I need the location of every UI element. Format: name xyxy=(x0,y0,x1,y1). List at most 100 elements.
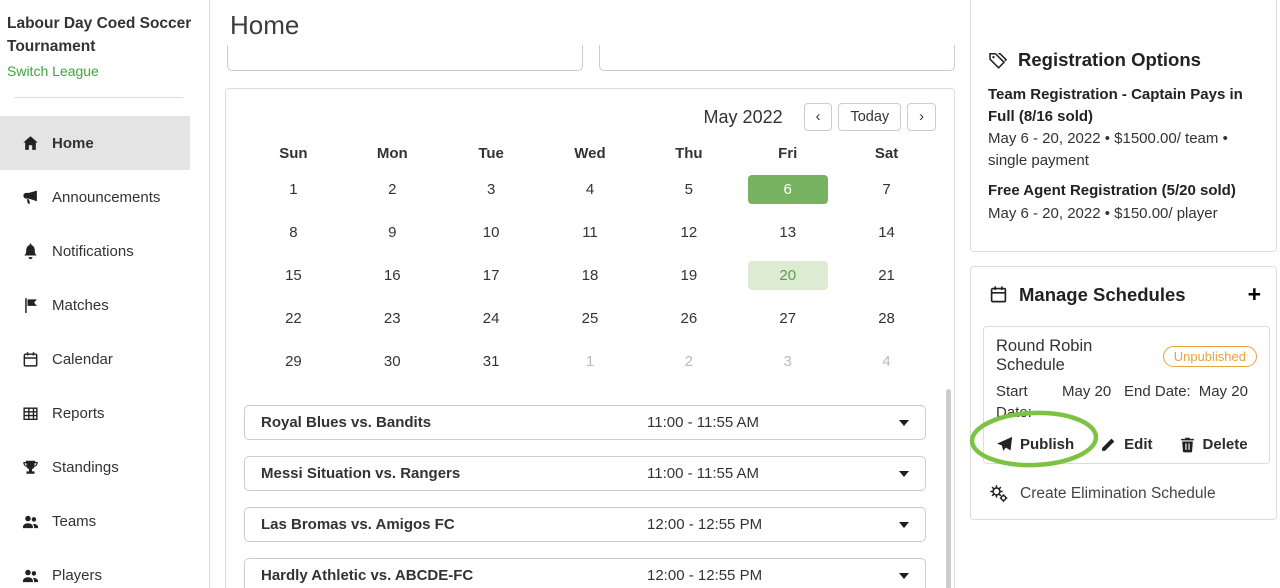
create-elimination-schedule-button[interactable]: Create Elimination Schedule xyxy=(989,484,1263,503)
calendar-day[interactable]: 5 xyxy=(684,181,694,198)
sidebar-item-notifications[interactable]: Notifications xyxy=(0,224,190,278)
calendar-day-highlighted[interactable]: 20 xyxy=(738,254,837,297)
calendar-day[interactable]: 9 xyxy=(388,224,397,241)
sidebar-item-calendar[interactable]: Calendar xyxy=(0,332,190,386)
sidebar-item-label: Announcements xyxy=(52,188,161,206)
schedule-name: Round Robin Schedule xyxy=(996,337,1093,374)
match-time: 11:00 - 11:55 AM xyxy=(647,465,760,482)
calendar-day[interactable]: 13 xyxy=(779,224,797,241)
trash-icon xyxy=(1179,437,1196,453)
calendar-day[interactable]: 3 xyxy=(486,181,496,198)
match-row[interactable]: Messi Situation vs. Rangers 11:00 - 11:5… xyxy=(244,456,926,491)
calendar-day[interactable]: 2 xyxy=(388,181,397,198)
bell-icon xyxy=(21,243,39,260)
sidebar-item-teams[interactable]: Teams xyxy=(0,494,190,548)
flag-icon xyxy=(21,297,39,314)
match-teams: Messi Situation vs. Rangers xyxy=(261,465,461,482)
calendar-day[interactable]: 12 xyxy=(680,224,698,241)
users-icon xyxy=(21,567,39,584)
calendar-day[interactable]: 4 xyxy=(585,181,595,198)
calendar-day[interactable]: 18 xyxy=(581,267,599,284)
chevron-down-icon[interactable] xyxy=(899,521,909,528)
paper-plane-icon xyxy=(996,437,1013,453)
match-list-scrollbar[interactable] xyxy=(946,389,951,588)
sidebar-item-matches[interactable]: Matches xyxy=(0,278,190,332)
right-panel: Registration Options Team Registration -… xyxy=(970,0,1278,588)
match-teams: Las Bromas vs. Amigos FC xyxy=(261,516,455,533)
weekday-label: Thu xyxy=(675,144,703,162)
end-date-label: End Date: xyxy=(1124,383,1191,400)
weekday-label: Sat xyxy=(874,144,899,162)
publish-button[interactable]: Publish xyxy=(996,436,1074,453)
delete-button[interactable]: Delete xyxy=(1179,436,1248,453)
registration-option-details: May 6 - 20, 2022 • $1500.00/ team • sing… xyxy=(988,130,1228,169)
calendar-day[interactable]: 8 xyxy=(289,224,298,241)
calendar-day[interactable]: 17 xyxy=(482,267,500,284)
pencil-icon xyxy=(1100,437,1117,453)
calendar-day[interactable]: 28 xyxy=(878,310,895,327)
calendar-day[interactable]: 27 xyxy=(779,310,797,327)
manage-schedules-title: Manage Schedules xyxy=(1019,283,1186,305)
sidebar-item-standings[interactable]: Standings xyxy=(0,440,190,494)
calendar-day[interactable]: 31 xyxy=(482,353,500,370)
end-date-value: May 20 xyxy=(1198,383,1248,400)
calendar-day-next-month[interactable]: 1 xyxy=(585,353,595,370)
calendar-day[interactable]: 10 xyxy=(482,224,500,241)
calendar-prev-button[interactable]: ‹ xyxy=(803,103,833,131)
calendar-day-selected[interactable]: 6 xyxy=(738,168,837,211)
calendar-day-next-month[interactable]: 4 xyxy=(882,353,891,370)
calendar-day[interactable]: 22 xyxy=(285,310,302,327)
sidebar-divider xyxy=(14,97,183,98)
main-content: Home May 2022 ‹ Today › Sun Mon Tue Wed … xyxy=(210,0,970,588)
sidebar-item-announcements[interactable]: Announcements xyxy=(0,170,190,224)
league-title: Labour Day Coed Soccer Tournament xyxy=(7,15,192,55)
edit-button[interactable]: Edit xyxy=(1100,436,1153,453)
sidebar-item-home[interactable]: Home xyxy=(0,116,190,170)
top-panel-left[interactable] xyxy=(227,45,583,71)
sidebar-item-label: Matches xyxy=(52,296,109,314)
calendar-day[interactable]: 21 xyxy=(878,267,895,284)
calendar-month-label: May 2022 xyxy=(703,106,783,127)
sidebar-item-label: Players xyxy=(52,566,103,584)
chevron-down-icon[interactable] xyxy=(899,419,909,426)
calendar-day[interactable]: 7 xyxy=(882,181,891,198)
users-icon xyxy=(21,513,39,530)
calendar-day[interactable]: 1 xyxy=(289,181,298,198)
match-row[interactable]: Hardly Athletic vs. ABCDE-FC 12:00 - 12:… xyxy=(244,558,926,588)
calendar-day[interactable]: 30 xyxy=(383,353,401,370)
match-teams: Royal Blues vs. Bandits xyxy=(261,414,432,431)
calendar-day[interactable]: 25 xyxy=(581,310,599,327)
sidebar-item-reports[interactable]: Reports xyxy=(0,386,190,440)
sidebar: Labour Day Coed Soccer Tournament Switch… xyxy=(0,0,210,588)
calendar-day-next-month[interactable]: 3 xyxy=(783,353,792,370)
calendar-card: May 2022 ‹ Today › Sun Mon Tue Wed Thu F… xyxy=(225,88,955,588)
add-schedule-button[interactable]: + xyxy=(1247,281,1261,307)
chevron-down-icon[interactable] xyxy=(899,470,909,477)
sidebar-item-players[interactable]: Players xyxy=(0,548,190,588)
calendar-day[interactable]: 24 xyxy=(482,310,500,327)
calendar-day[interactable]: 29 xyxy=(285,353,302,370)
weekday-label: Mon xyxy=(376,144,408,162)
start-date-value: May 20 xyxy=(1062,383,1112,400)
calendar-day[interactable]: 19 xyxy=(680,267,698,284)
calendar-day[interactable]: 15 xyxy=(285,267,302,284)
calendar-next-button[interactable]: › xyxy=(907,103,936,131)
switch-league-link[interactable]: Switch League xyxy=(7,63,99,79)
match-list: Royal Blues vs. Bandits 11:00 - 11:55 AM… xyxy=(244,405,936,588)
calendar-day[interactable]: 14 xyxy=(878,224,895,241)
calendar-day[interactable]: 11 xyxy=(582,224,598,241)
publish-button-label: Publish xyxy=(1020,436,1075,453)
calendar-day[interactable]: 26 xyxy=(680,310,698,327)
sidebar-item-label: Teams xyxy=(52,512,97,530)
calendar-day[interactable]: 16 xyxy=(383,267,401,284)
calendar-today-button[interactable]: Today xyxy=(838,103,902,131)
match-row[interactable]: Royal Blues vs. Bandits 11:00 - 11:55 AM xyxy=(244,405,926,440)
schedule-item: Round Robin Schedule Unpublished Start D… xyxy=(983,326,1270,464)
match-row[interactable]: Las Bromas vs. Amigos FC 12:00 - 12:55 P… xyxy=(244,507,926,542)
top-panel-right[interactable] xyxy=(599,45,955,71)
chevron-down-icon[interactable] xyxy=(899,572,909,579)
page-title: Home xyxy=(230,10,300,40)
calendar-icon xyxy=(21,351,39,368)
calendar-day[interactable]: 23 xyxy=(383,310,401,327)
calendar-day-next-month[interactable]: 2 xyxy=(684,353,694,370)
